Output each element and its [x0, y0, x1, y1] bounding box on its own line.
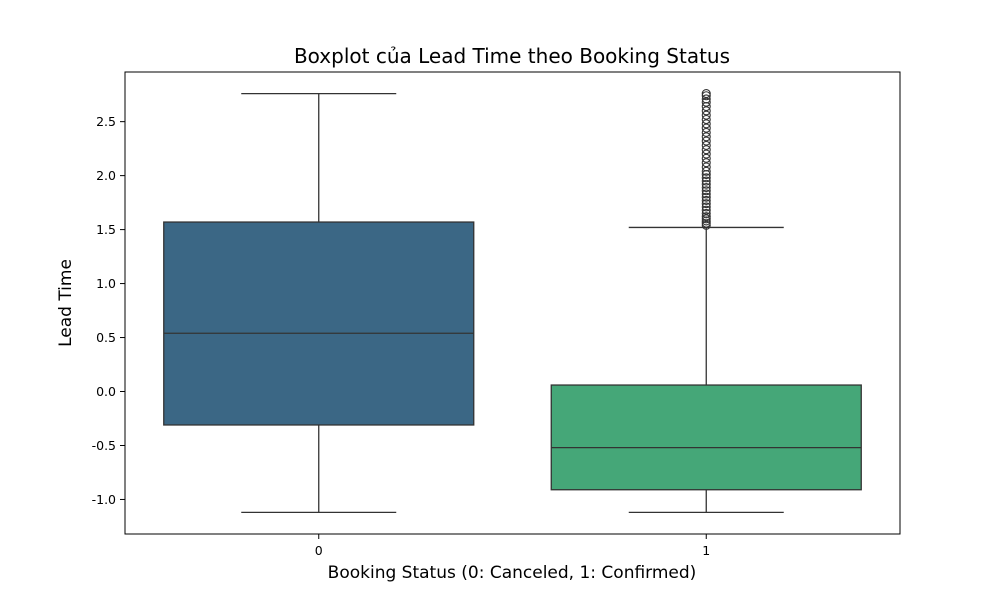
outlier-1-12	[701, 186, 711, 196]
outlier-1-13	[701, 182, 711, 193]
outlier-1-7	[701, 202, 711, 212]
y-tick-label-7: 2.5	[96, 114, 116, 129]
outlier-1-20	[701, 158, 711, 168]
outlier-1-6	[701, 205, 711, 215]
y-tick-label-1: -0.5	[92, 438, 116, 453]
chart-title: Boxplot của Lead Time theo Booking Statu…	[294, 44, 730, 68]
outlier-1-10	[701, 192, 711, 202]
outlier-1-29	[701, 119, 711, 129]
y-tick-label-4: 1.0	[96, 276, 116, 291]
plot-area	[163, 89, 862, 514]
outlier-1-37	[701, 89, 711, 99]
outlier-1-27	[701, 127, 711, 137]
outlier-1-14	[701, 179, 711, 189]
outlier-1-18	[701, 166, 711, 176]
x-tick-label-0: 0	[315, 543, 323, 558]
x-tick-label-1: 1	[702, 543, 710, 558]
x-axis-label: Booking Status (0: Canceled, 1: Confirme…	[328, 563, 697, 583]
plot-frame	[124, 71, 901, 535]
y-tick-label-2: 0.0	[96, 384, 116, 399]
outlier-1-15	[701, 176, 711, 186]
y-tick-label-0: -1.0	[92, 492, 116, 507]
y-axis-label: Lead Time	[56, 259, 76, 347]
outlier-1-11	[701, 189, 711, 199]
outlier-1-22	[701, 149, 711, 159]
outlier-1-21	[701, 153, 711, 163]
outlier-1-4	[701, 212, 711, 222]
box-0	[163, 221, 475, 426]
outlier-1-19	[701, 162, 711, 172]
outlier-1-25	[701, 136, 711, 146]
outlier-1-35	[701, 94, 711, 104]
outlier-1-28	[701, 123, 711, 133]
y-tick-label-3: 0.5	[96, 330, 116, 345]
outlier-1-34	[701, 97, 711, 107]
outlier-1-31	[701, 110, 711, 120]
box-1	[550, 384, 862, 491]
y-axis: -1.0 -0.5 0.0 0.5 1.0 1.5 2.0 2.5	[92, 114, 125, 507]
outlier-1-24	[701, 140, 711, 150]
y-tick-label-5: 1.5	[96, 222, 116, 237]
outlier-1-32	[701, 106, 711, 116]
outlier-1-23	[701, 145, 711, 155]
y-tick-label-6: 2.0	[96, 168, 116, 183]
outlier-1-8	[701, 199, 711, 209]
outlier-1-26	[701, 132, 711, 142]
outlier-1-16	[701, 173, 711, 183]
outlier-1-9	[701, 195, 711, 206]
outlier-1-5	[701, 208, 711, 218]
outlier-1-30	[701, 114, 711, 125]
